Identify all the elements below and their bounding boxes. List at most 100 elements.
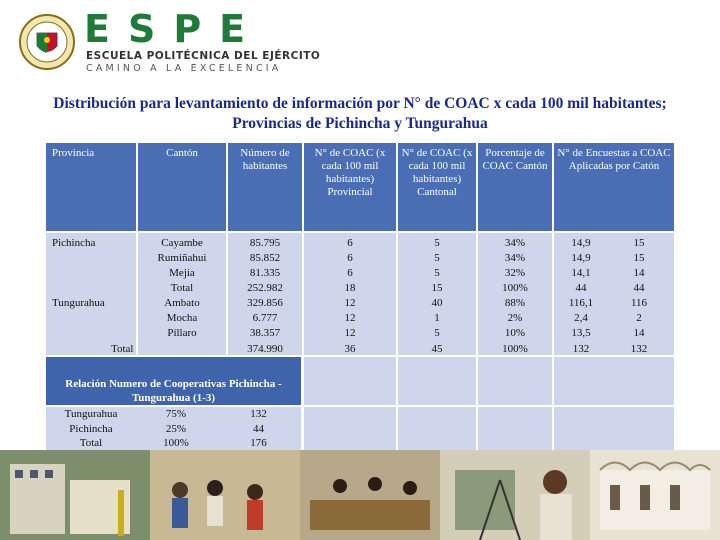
cell-encuestas-calc: 14,9 <box>571 252 591 264</box>
institution-name: ESCUELA POLITÉCNICA DEL EJÉRCITO <box>86 50 321 62</box>
cell-canton: Mocha <box>166 312 198 324</box>
body-col-porcentaje <box>478 233 552 355</box>
total-habitantes: 374.990 <box>247 343 283 355</box>
relation-header-bg <box>46 357 301 405</box>
header-habitantes: Número de habitantes <box>228 143 302 231</box>
body-col-habitantes <box>228 233 302 355</box>
cell-canton: Rumiñahui <box>157 252 207 264</box>
total-coac-cant: 45 <box>431 343 443 355</box>
cell-canton: Cayambe <box>161 237 203 249</box>
cell-coac-prov: 6 <box>347 252 353 264</box>
cell-porcentaje: 34% <box>504 237 526 249</box>
total-coac-prov: 36 <box>344 343 356 355</box>
cell-coac-cant: 5 <box>434 327 440 339</box>
header-provincia: Provincia <box>46 143 136 231</box>
cell-coac-prov: 18 <box>344 282 356 294</box>
grand-total-label: Total <box>111 343 134 355</box>
cell-encuestas: 15 <box>633 252 645 264</box>
cell-canton: Total <box>170 282 194 294</box>
total-encuestas-calc: 132 <box>572 343 590 355</box>
cell-encuestas-calc: 13,5 <box>571 327 591 339</box>
total-porcentaje: 100% <box>502 343 528 355</box>
cell-habitantes: 329.856 <box>247 297 283 309</box>
body-col-coac-cant <box>398 233 476 355</box>
relation-percentage: 25% <box>165 422 187 435</box>
cell-encuestas: 44 <box>633 282 645 294</box>
espe-seal-logo <box>19 14 75 70</box>
cell-coac-cant: 1 <box>434 312 440 324</box>
cell-encuestas: 116 <box>630 297 648 309</box>
institution-motto: CAMINO A LA EXCELENCIA <box>86 63 282 74</box>
cell-coac-prov: 6 <box>347 237 353 249</box>
cell-coac-cant: 5 <box>434 252 440 264</box>
province-pichincha: Pichincha <box>52 237 96 249</box>
empty-cell <box>554 357 674 405</box>
cell-porcentaje: 10% <box>504 327 526 339</box>
header-porcentaje: Porcentaje de COAC Cantón <box>478 143 552 231</box>
relation-body-bg <box>46 407 301 451</box>
relation-label: Total <box>79 437 103 449</box>
cell-coac-prov: 12 <box>344 327 356 339</box>
cell-encuestas: 14 <box>633 267 645 279</box>
empty-cell <box>554 407 674 451</box>
cell-coac-cant: 15 <box>431 282 443 294</box>
relation-count: 132 <box>250 408 267 420</box>
cell-habitantes: 6.777 <box>252 312 278 324</box>
cell-habitantes: 85.852 <box>249 252 281 264</box>
cell-porcentaje: 100% <box>502 282 528 294</box>
cell-encuestas-calc: 44 <box>575 282 587 294</box>
relation-label: Tungurahua <box>64 408 118 420</box>
header-canton: Cantón <box>138 143 226 231</box>
empty-cell <box>304 407 396 451</box>
empty-cell <box>398 357 476 405</box>
body-col-canton <box>138 233 226 355</box>
photo-collage <box>0 450 720 540</box>
cell-porcentaje: 32% <box>504 267 526 279</box>
empty-cell <box>478 407 552 451</box>
province-tungurahua: Tungurahua <box>52 297 105 309</box>
cell-encuestas: 14 <box>633 327 645 339</box>
cell-encuestas-calc: 116,1 <box>568 297 594 309</box>
total-encuestas: 132 <box>630 343 648 355</box>
body-col-encuestas <box>554 233 674 355</box>
cell-canton: Píllaro <box>167 327 197 339</box>
slide-title: Distribución para levantamiento de infor… <box>53 95 667 132</box>
page-header: ESPE ESCUELA POLITÉCNICA DEL EJÉRCITO CA… <box>0 0 720 80</box>
header-encuestas: N° de Encuestas a COAC Aplicadas por Cat… <box>554 143 674 231</box>
empty-cell <box>478 357 552 405</box>
cell-encuestas: 2 <box>636 312 642 324</box>
cell-coac-prov: 6 <box>347 267 353 279</box>
cell-encuestas: 15 <box>633 237 645 249</box>
empty-cell <box>398 407 476 451</box>
relation-percentage: 100% <box>163 437 189 449</box>
body-col-provincia <box>46 233 136 355</box>
cell-coac-cant: 5 <box>434 237 440 249</box>
relation-title: Relación Numero de Cooperativas Pichinch… <box>65 378 282 404</box>
cell-porcentaje: 88% <box>504 297 526 309</box>
cell-coac-prov: 12 <box>344 312 356 324</box>
cell-porcentaje: 34% <box>504 252 526 264</box>
relation-count: 176 <box>250 437 267 449</box>
cell-coac-prov: 12 <box>344 297 356 309</box>
cell-encuestas-calc: 2,4 <box>574 312 588 324</box>
cell-habitantes: 38.357 <box>249 327 281 339</box>
espe-wordmark: ESPE <box>84 7 264 51</box>
empty-cell <box>304 357 396 405</box>
cell-canton: Ambato <box>164 297 200 309</box>
cell-habitantes: 85.795 <box>249 237 281 249</box>
header-coac-provincial: N° de COAC (x cada 100 mil habitantes) P… <box>304 143 396 231</box>
cell-canton: Mejía <box>169 267 195 279</box>
header-coac-cantonal: N° de COAC (x cada 100 mil habitantes) C… <box>398 143 476 231</box>
cell-habitantes: 252.982 <box>247 282 283 294</box>
campus-photos-image <box>0 450 720 540</box>
cell-habitantes: 81.335 <box>249 267 281 279</box>
cell-coac-cant: 5 <box>434 267 440 279</box>
cell-encuestas-calc: 14,1 <box>571 267 591 279</box>
cell-porcentaje: 2% <box>507 312 523 324</box>
cell-coac-cant: 40 <box>431 297 443 309</box>
relation-label: Pichincha <box>69 422 113 435</box>
cell-encuestas-calc: 14,9 <box>571 237 591 249</box>
relation-percentage: 75% <box>165 408 187 420</box>
relation-count: 44 <box>253 422 264 435</box>
body-col-coac-prov <box>304 233 396 355</box>
